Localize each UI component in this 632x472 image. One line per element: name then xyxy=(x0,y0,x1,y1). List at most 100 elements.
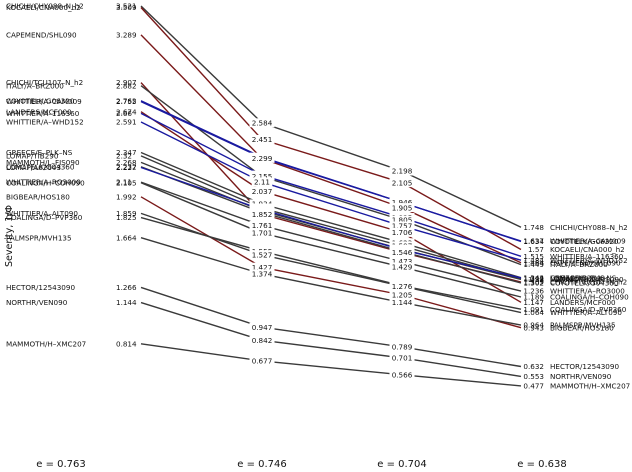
left-name-21: HECTOR/12543090 xyxy=(6,283,75,292)
left-name-11: LOMAP/TIB290 xyxy=(6,151,59,160)
right-value-20: 0.943 xyxy=(523,323,544,332)
left-value-5: 2.762 xyxy=(116,96,137,105)
col3-value-6: 1.805 xyxy=(392,216,413,225)
left-name-3: CHICHI/TCU107–N_h2 xyxy=(6,78,83,87)
col2-bg-0 xyxy=(249,118,275,128)
col2-bg-6 xyxy=(249,171,275,181)
col3-bg-19 xyxy=(389,290,415,300)
right-value-6: 1.464 xyxy=(523,258,544,267)
series-line-21 xyxy=(140,286,522,368)
left-name-15: WHITTIER/A–RO3000 xyxy=(6,178,81,187)
col3-bg-14 xyxy=(389,247,415,257)
right-name-17: COALINGA/D–PVP360 xyxy=(550,305,627,314)
series-lines xyxy=(140,5,522,387)
col3-value-18: 1.276 xyxy=(392,282,413,291)
col3-bg-8 xyxy=(389,227,415,237)
left-value-4: 2.882 xyxy=(116,81,137,90)
left-name-2: CAPEMEND/SHL090 xyxy=(6,31,77,40)
col2-bg-4 xyxy=(249,153,275,163)
col3-value-0: 2.198 xyxy=(392,167,413,176)
right-value-0: 1.748 xyxy=(523,223,544,232)
left-value-19: 1.825 xyxy=(116,213,137,222)
right-value-14: 1.236 xyxy=(523,287,544,296)
left-name-13: COYOTELK/G04360 xyxy=(6,162,75,171)
col3-bg-20 xyxy=(389,298,415,308)
right-value-5: 1.484 xyxy=(523,256,544,265)
left-name-1: KOCAELI/CNA000_h2 xyxy=(6,3,81,12)
left-name-14: LOMAP/A02043 xyxy=(6,163,61,172)
left-name-20: PALMSPR/MVH135 xyxy=(6,233,72,242)
left-value-11: 2.32 xyxy=(116,151,132,160)
col2-bg-1 xyxy=(249,134,275,144)
col3-value-4: 1.905 xyxy=(392,203,413,212)
col3-bg-0 xyxy=(389,166,415,176)
right-name-4: WHITTIER/A–116360 xyxy=(550,252,624,261)
col2-value-15: 1.761 xyxy=(252,221,273,230)
left-value-3: 2.907 xyxy=(116,78,137,87)
series-line-17 xyxy=(140,196,522,329)
right-name-13: COYOTELK/G04360 xyxy=(550,279,619,288)
right-name-18: WHITTIER/A–ALT090 xyxy=(550,308,622,317)
series-line-16 xyxy=(140,182,522,298)
left-value-12: 2.268 xyxy=(116,158,137,167)
left-value-16: 2.105 xyxy=(116,178,137,187)
right-name-10: LOMAP/TIB290 xyxy=(550,275,603,284)
col3-value-8: 1.706 xyxy=(392,228,413,237)
col3-value-20: 1.144 xyxy=(392,298,413,307)
col2-bg-15 xyxy=(249,221,275,231)
col2-bg-20 xyxy=(249,269,275,279)
right-name-7: ITALY/A–BRZ000 xyxy=(550,260,608,269)
left-value-23: 0.814 xyxy=(116,339,137,348)
left-value-1: 3.509 xyxy=(116,3,137,12)
right-value-4: 1.515 xyxy=(523,252,544,261)
col2-value-6: 2.155 xyxy=(252,172,273,181)
col2-value-16: 1.701 xyxy=(252,229,273,238)
left-name-10: GREECE/E–PLK–NS xyxy=(6,148,73,157)
col2-value-4: 2.299 xyxy=(252,154,273,163)
right-name-5: WHITTIER/A–WHD152 xyxy=(550,256,628,265)
col2-value-23: 0.677 xyxy=(252,357,273,366)
column-label-3: e = 0.704 xyxy=(377,459,427,470)
right-name-19: PALMSPR/MVH135 xyxy=(550,321,616,330)
right-value-22: 0.553 xyxy=(523,372,544,381)
col2-value-20: 1.374 xyxy=(252,270,273,279)
left-value-2: 3.289 xyxy=(116,31,137,40)
col2-bg-23 xyxy=(249,356,275,366)
col3-bg-23 xyxy=(389,370,415,380)
right-value-1: 1.637 xyxy=(523,237,544,246)
right-name-8: GREECE/E–PLK–NS xyxy=(550,273,617,282)
left-value-22: 1.144 xyxy=(116,298,137,307)
series-line-0 xyxy=(140,5,522,228)
col3-value-23: 0.566 xyxy=(392,370,413,379)
col3-bg-6 xyxy=(389,215,415,225)
column-label-4: e = 0.638 xyxy=(517,459,567,470)
left-value-14: 2.227 xyxy=(116,163,137,172)
series-line-4 xyxy=(140,85,522,266)
left-name-8: WHITTIER/A–116360 xyxy=(6,109,80,118)
right-name-20: BIGBEAR/HOS180 xyxy=(550,323,614,332)
left-name-16: COALINGA/H–COH090 xyxy=(6,178,85,187)
column-label-2: e = 0.746 xyxy=(237,459,287,470)
right-value-11: 1.33 xyxy=(528,275,544,284)
series-line-8 xyxy=(140,112,522,257)
left-value-15: 2.11 xyxy=(116,178,132,187)
right-value-12: 1.309 xyxy=(523,278,544,287)
col2-bg-19 xyxy=(249,262,275,272)
right-name-16: LANDERS/MCF000 xyxy=(550,298,616,307)
col3-value-3: 1.946 xyxy=(392,198,413,207)
right-name-2: COYOTELK/G06320 xyxy=(550,237,619,246)
left-name-9: WHITTIER/A–WHD152 xyxy=(6,118,84,127)
right-value-7: 1.449 xyxy=(523,260,544,269)
col2-bg-14 xyxy=(249,209,275,219)
right-value-21: 0.632 xyxy=(523,362,544,371)
y-axis-label: Severity, 1/Φ xyxy=(4,205,15,267)
col3-value-16: 1.429 xyxy=(392,263,413,272)
series-line-2 xyxy=(140,34,522,264)
col2-value-7: 2.11 xyxy=(254,178,270,187)
left-value-20: 1.664 xyxy=(116,233,137,242)
col3-bg-1 xyxy=(389,178,415,188)
col2-value-21: 0.947 xyxy=(252,323,273,332)
col2-value-22: 0.842 xyxy=(252,336,273,345)
series-line-15 xyxy=(140,181,522,292)
right-name-0: CHICHI/CHY088–N_h2 xyxy=(550,223,628,232)
